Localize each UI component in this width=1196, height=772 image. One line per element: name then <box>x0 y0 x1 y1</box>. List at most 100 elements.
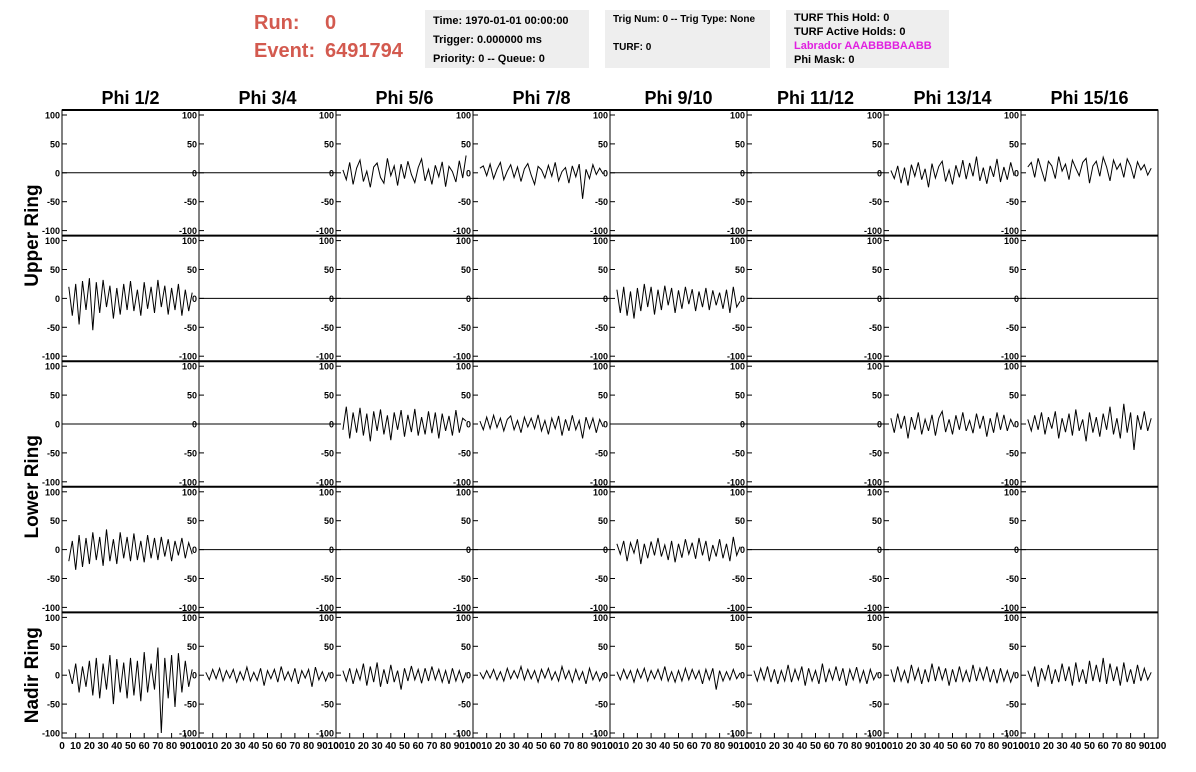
waveform <box>479 413 604 439</box>
x-tick-label: 100 <box>1150 741 1167 752</box>
x-tick-label: 40 <box>385 741 397 752</box>
y-tick-label: 100 <box>867 236 882 246</box>
waveform <box>616 536 741 565</box>
y-tick-label: 50 <box>872 642 882 652</box>
y-tick-label: 50 <box>324 139 334 149</box>
y-tick-label: -100 <box>590 603 608 613</box>
y-tick-label: -100 <box>590 729 608 739</box>
y-tick-label: -100 <box>1001 729 1019 739</box>
y-tick-label: -50 <box>47 574 60 584</box>
panel-frame <box>609 611 748 739</box>
y-tick-label: 100 <box>182 111 197 121</box>
y-tick-label: -50 <box>321 448 334 458</box>
y-tick-label: -50 <box>595 448 608 458</box>
y-tick-label: -50 <box>321 574 334 584</box>
y-tick-label: -100 <box>42 603 60 613</box>
y-tick-label: 50 <box>461 391 471 401</box>
y-tick-label: 0 <box>877 545 882 555</box>
y-tick-label: 0 <box>603 420 608 430</box>
x-tick-label: 60 <box>413 741 425 752</box>
y-tick-label: 100 <box>319 111 334 121</box>
y-tick-label: -100 <box>864 729 882 739</box>
x-tick-label: 60 <box>961 741 973 752</box>
x-tick-label: 60 <box>687 741 699 752</box>
y-tick-label: 0 <box>466 671 471 681</box>
y-tick-label: -100 <box>453 603 471 613</box>
y-tick-label: -50 <box>47 700 60 710</box>
x-tick-label: 90 <box>454 741 466 752</box>
waveform <box>890 409 1015 439</box>
y-tick-label: -50 <box>1006 323 1019 333</box>
y-tick-label: -50 <box>595 700 608 710</box>
y-tick-label: -100 <box>453 352 471 362</box>
panel-frame <box>61 235 200 362</box>
x-tick-label: 10 <box>892 741 904 752</box>
y-tick-label: -100 <box>42 477 60 487</box>
y-tick-label: 0 <box>55 671 60 681</box>
x-tick-label: 0 <box>881 741 887 752</box>
y-tick-label: 50 <box>1009 265 1019 275</box>
x-tick-label: 80 <box>714 741 726 752</box>
y-tick-label: 0 <box>1014 420 1019 430</box>
x-tick-label: 50 <box>947 741 959 752</box>
y-tick-label: 0 <box>1014 545 1019 555</box>
y-tick-label: 100 <box>730 236 745 246</box>
x-tick-label: 90 <box>1139 741 1151 752</box>
y-tick-label: -50 <box>869 197 882 207</box>
y-tick-label: 50 <box>461 139 471 149</box>
column-title: Phi 11/12 <box>777 88 854 108</box>
x-tick-label: 0 <box>470 741 476 752</box>
x-tick-label: 0 <box>744 741 750 752</box>
info-text: Time: 1970-01-01 00:00:00 <box>433 15 569 27</box>
x-tick-label: 90 <box>1002 741 1014 752</box>
y-tick-label: 0 <box>55 168 60 178</box>
y-tick-label: -100 <box>179 603 197 613</box>
y-tick-label: -50 <box>184 448 197 458</box>
y-tick-label: 0 <box>466 545 471 555</box>
y-tick-label: 0 <box>329 420 334 430</box>
panel-frame <box>1020 360 1159 488</box>
info-box: TURF This Hold: 0 TURF Active Holds: 0 L… <box>786 10 949 68</box>
x-tick-label: 20 <box>632 741 644 752</box>
y-tick-label: -100 <box>590 477 608 487</box>
y-tick-label: 0 <box>877 294 882 304</box>
y-tick-label: 50 <box>598 642 608 652</box>
y-tick-label: 100 <box>319 487 334 497</box>
y-tick-label: -50 <box>595 197 608 207</box>
x-tick-label: 30 <box>235 741 247 752</box>
y-tick-label: -50 <box>458 574 471 584</box>
x-tick-label: 70 <box>837 741 849 752</box>
y-tick-label: -100 <box>1001 352 1019 362</box>
y-tick-label: 0 <box>55 420 60 430</box>
y-tick-label: -100 <box>453 477 471 487</box>
y-tick-label: 100 <box>319 362 334 372</box>
y-tick-label: 50 <box>187 139 197 149</box>
y-tick-label: 50 <box>872 265 882 275</box>
y-tick-label: 0 <box>192 168 197 178</box>
y-tick-label: -100 <box>727 477 745 487</box>
waveform <box>68 529 193 570</box>
x-tick-label: 70 <box>152 741 164 752</box>
x-tick-label: 10 <box>207 741 219 752</box>
y-tick-label: -50 <box>47 323 60 333</box>
info-text: Priority: 0 -- Queue: 0 <box>433 53 545 65</box>
y-tick-label: 0 <box>1014 168 1019 178</box>
x-tick-label: 30 <box>372 741 384 752</box>
x-tick-label: 10 <box>755 741 767 752</box>
info-text: Labrador AAABBBBAABB <box>794 40 932 52</box>
x-tick-label: 50 <box>399 741 411 752</box>
x-tick-label: 10 <box>70 741 82 752</box>
y-tick-label: -100 <box>453 226 471 236</box>
y-tick-label: 0 <box>740 168 745 178</box>
y-tick-label: -50 <box>1006 574 1019 584</box>
panel-frame <box>1020 611 1159 739</box>
y-tick-label: -50 <box>458 197 471 207</box>
info-text: Phi Mask: 0 <box>794 54 855 66</box>
y-tick-label: 100 <box>1004 613 1019 623</box>
column-title: Phi 13/14 <box>913 88 991 108</box>
y-tick-label: 100 <box>867 487 882 497</box>
y-tick-label: 50 <box>187 642 197 652</box>
panel-frame <box>472 360 611 488</box>
y-tick-label: 0 <box>329 671 334 681</box>
y-tick-label: -50 <box>184 197 197 207</box>
